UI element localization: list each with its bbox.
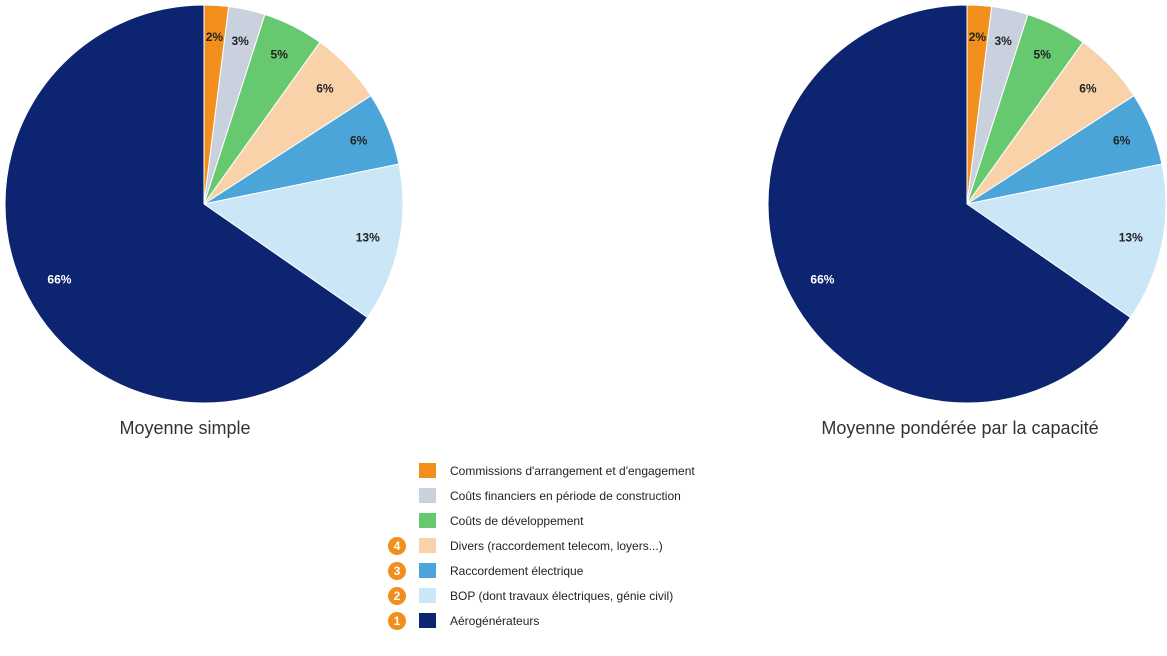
legend-item: 1 Aérogénérateurs (388, 608, 848, 633)
legend-swatch (419, 463, 436, 478)
pie-chart-title: Moyenne pondérée par la capacité (821, 418, 1099, 438)
pie-slice-aerogenerateurs (4, 4, 369, 404)
legend-swatch (419, 588, 436, 603)
legend-label: Coûts financiers en période de construct… (450, 488, 681, 503)
pie-slice-bop-dont-travaux-electriques-genie-civil (965, 163, 1167, 319)
legend-item: Commissions d'arrangement et d'engagemen… (388, 458, 848, 483)
legend-label: Divers (raccordement telecom, loyers...) (450, 538, 663, 553)
legend-item: 3 Raccordement électrique (388, 558, 848, 583)
legend-label: Aérogénérateurs (450, 613, 540, 628)
legend-label: Commissions d'arrangement et d'engagemen… (450, 463, 695, 478)
legend-label: BOP (dont travaux électriques, génie civ… (450, 588, 674, 603)
pie-data-label-couts-de-developpement: 5% (1034, 48, 1052, 62)
pie-data-label-bop-dont-travaux-electriques-genie-civil: 13% (356, 231, 380, 245)
pie-slice-aerogenerateurs (767, 4, 1132, 404)
legend-number-badge: 2 (388, 586, 406, 605)
pie-data-label-aerogenerateurs: 66% (810, 273, 834, 287)
legend-label: Coûts de développement (450, 513, 584, 528)
pie-chart-moyenne-simple: 2% 3% 5% 6% 6% 13% 66% Moyenne simple (0, 0, 410, 460)
pie-data-label-couts-de-developpement: 5% (271, 48, 289, 62)
pie-slice-bop-dont-travaux-electriques-genie-civil (202, 163, 404, 319)
pie-chart-svg: 2% 3% 5% 6% 6% 13% 66% (4, 4, 404, 404)
legend-number-badge: 3 (388, 561, 406, 580)
legend-swatch (419, 513, 436, 528)
legend-swatch (419, 538, 436, 553)
pie-chart-svg: 2% 3% 5% 6% 6% 13% 66% (767, 4, 1167, 404)
pie-data-label-raccordement-electrique: 6% (350, 134, 368, 148)
legend-swatch (419, 563, 436, 578)
legend-label: Raccordement électrique (450, 563, 584, 578)
pie-data-label-bop-dont-travaux-electriques-genie-civil: 13% (1119, 231, 1143, 245)
pie-data-label-raccordement-electrique: 6% (1113, 134, 1131, 148)
pie-data-label-divers-raccordement-telecom-loyers: 6% (316, 82, 334, 96)
pie-data-label-commissions-d-arrangement-et-d-engagement: 2% (206, 30, 224, 44)
pie-chart-moyenne-ponderee: 2% 3% 5% 6% 6% 13% 66% Moyenne pondérée par la… (760, 0, 1167, 460)
legend-number-badge: 1 (388, 611, 406, 630)
legend-item: 2 BOP (dont travaux électriques, génie ci… (388, 583, 848, 608)
legend-item: 4 Divers (raccordement telecom, loyers...… (388, 533, 848, 558)
legend-item: Coûts de développement (388, 508, 848, 533)
pie-chart-title: Moyenne simple (119, 418, 251, 438)
legend-item: Coûts financiers en période de construct… (388, 483, 848, 508)
pie-data-label-divers-raccordement-telecom-loyers: 6% (1079, 82, 1097, 96)
chart-legend: Commissions d'arrangement et d'engagemen… (388, 458, 848, 633)
legend-swatch (419, 488, 436, 503)
pie-data-label-couts-financiers-en-periode-de-construction: 3% (231, 34, 249, 48)
pie-data-label-couts-financiers-en-periode-de-construction: 3% (994, 34, 1012, 48)
legend-swatch (419, 613, 436, 628)
pie-data-label-commissions-d-arrangement-et-d-engagement: 2% (969, 30, 987, 44)
legend-number-badge: 4 (388, 536, 406, 555)
pie-data-label-aerogenerateurs: 66% (47, 273, 71, 287)
